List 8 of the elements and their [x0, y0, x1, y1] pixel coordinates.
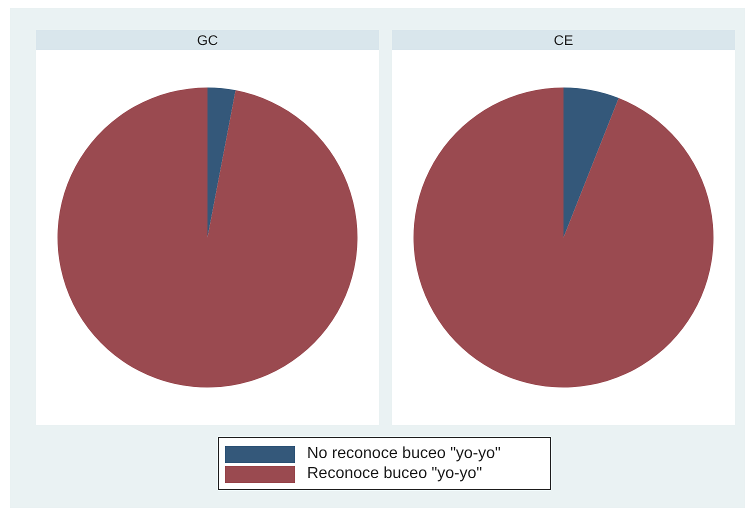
- pie-slice: [58, 88, 358, 388]
- legend-label: No reconoce buceo "yo-yo": [307, 445, 501, 463]
- pie-slice: [208, 88, 236, 238]
- pie-slice: [564, 88, 619, 238]
- chart-title: GC: [36, 30, 379, 50]
- chart-title: CE: [392, 30, 735, 50]
- pie-slice: [414, 88, 714, 388]
- legend-label: Reconoce buceo "yo-yo": [307, 465, 482, 483]
